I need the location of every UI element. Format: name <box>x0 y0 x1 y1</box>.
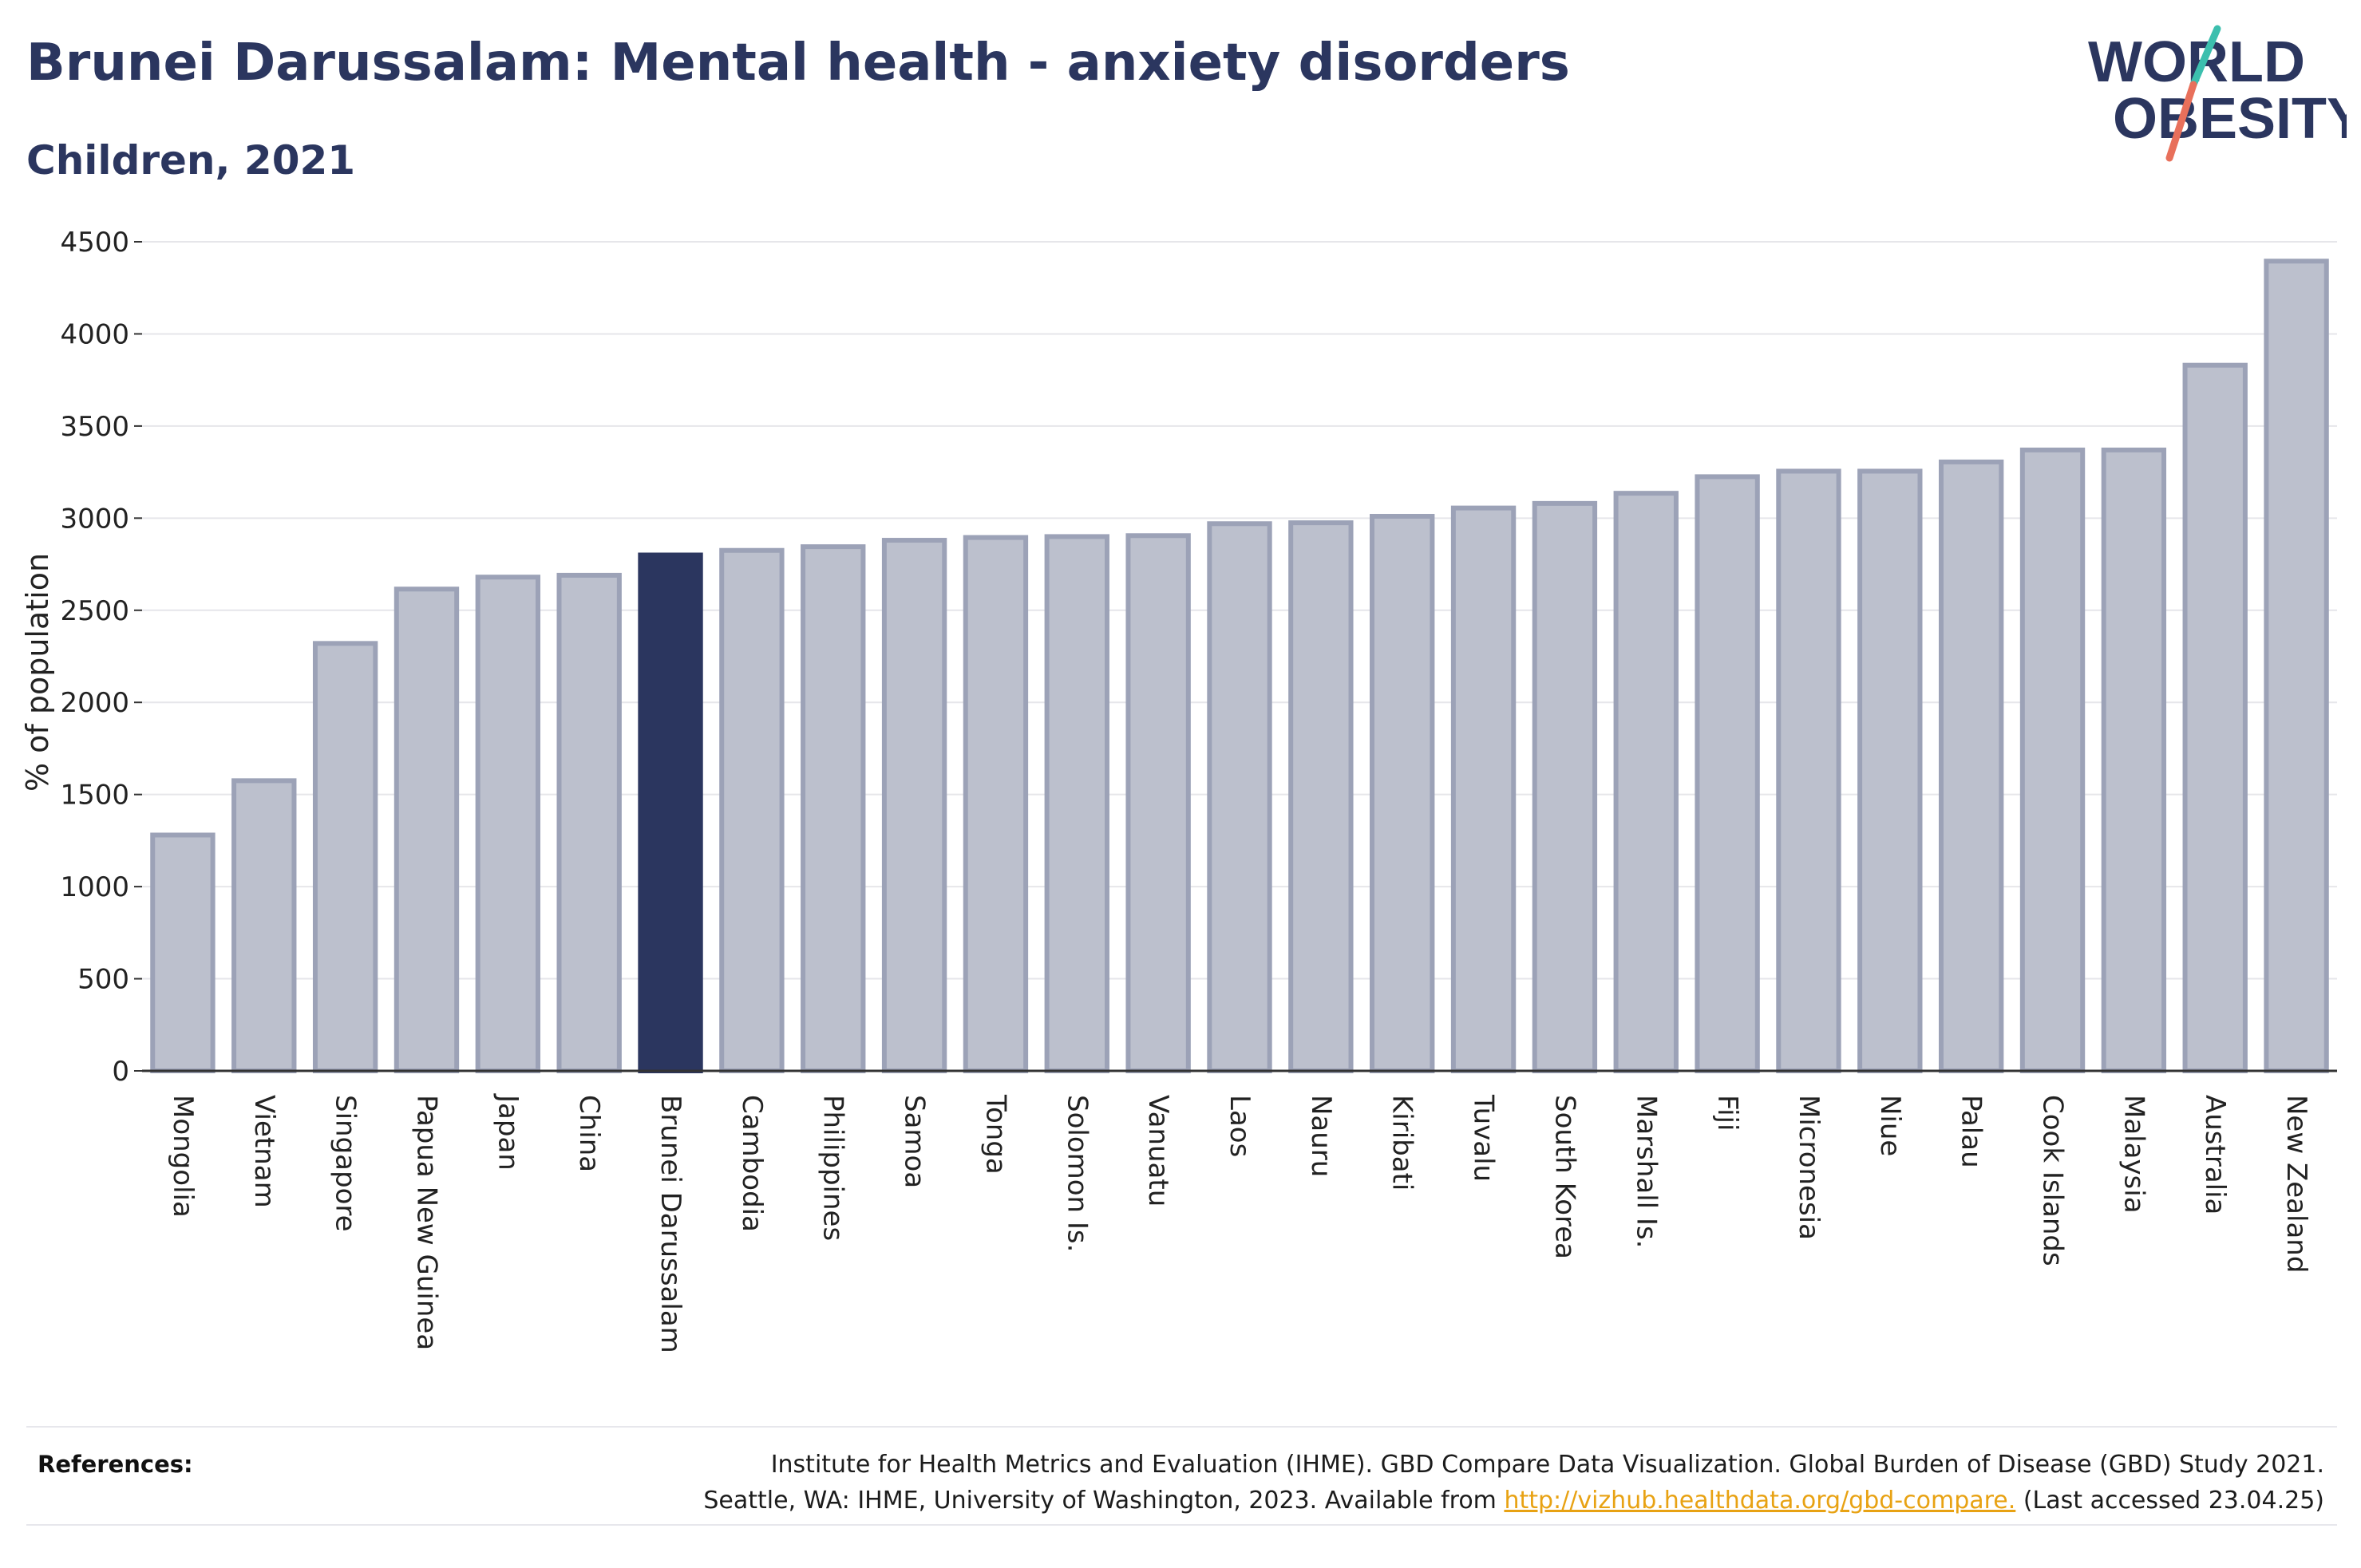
y-tick-label: 1500 <box>60 780 129 812</box>
references-line-1: Institute for Health Metrics and Evaluat… <box>770 1451 2324 1479</box>
bar-tuvalu <box>1450 505 1517 1073</box>
references-line-2-prefix: Seattle, WA: IHME, University of Washing… <box>703 1487 1505 1515</box>
x-tick-label: Vietnam <box>248 1095 280 1208</box>
x-tick-label: Fiji <box>1711 1095 1743 1131</box>
bar-tonga <box>963 535 1029 1073</box>
bar-palau <box>1938 459 2004 1073</box>
y-axis-title: % of population <box>20 553 55 792</box>
bar-fiji <box>1695 474 1760 1073</box>
x-tick-label: Laos <box>1224 1095 1256 1157</box>
x-tick-label: Vanuatu <box>1142 1095 1174 1207</box>
bar-kiribati <box>1370 514 1435 1073</box>
bar-brunei-darussalam <box>638 552 703 1073</box>
x-tick-label: Micronesia <box>1793 1095 1825 1240</box>
bar-malaysia <box>2101 447 2167 1073</box>
y-axis: 0 500 1000 1500 2000 2500 3000 3500 4000 4500 <box>60 227 142 1088</box>
bar-singapore <box>312 641 378 1073</box>
references-divider-top <box>26 1426 2337 1428</box>
bar-laos <box>1207 521 1272 1073</box>
bar-vanuatu <box>1125 533 1191 1073</box>
bar-australia <box>2182 362 2248 1073</box>
x-tick-label: Marshall Is. <box>1630 1095 1662 1249</box>
x-tick-label: Solomon Is. <box>1061 1095 1093 1252</box>
x-tick-label: Tuvalu <box>1468 1094 1500 1182</box>
y-tick-label: 3500 <box>60 411 129 443</box>
references-link[interactable]: http://vizhub.healthdata.org/gbd-compare… <box>1504 1487 2016 1515</box>
x-tick-label: Palau <box>1956 1095 1987 1168</box>
bar-china <box>556 572 622 1073</box>
x-tick-label: New Zealand <box>2280 1095 2312 1273</box>
bars <box>150 259 2329 1074</box>
x-axis-labels: Mongolia Vietnam Singapore Papua New Guinea… <box>167 1093 2312 1353</box>
x-tick-label: Philippines <box>817 1095 849 1241</box>
chart-subtitle: Children, 2021 <box>26 137 356 184</box>
x-tick-label: Tonga <box>979 1094 1011 1175</box>
references-label: References: <box>38 1451 193 1478</box>
bar-south-korea <box>1532 500 1598 1073</box>
bar-micronesia <box>1776 468 1841 1073</box>
x-tick-label: Mongolia <box>167 1095 199 1218</box>
y-tick-label: 4500 <box>60 227 129 259</box>
references-divider-bottom <box>26 1524 2337 1526</box>
bar-philippines <box>801 544 866 1073</box>
x-tick-label: Papua New Guinea <box>410 1095 442 1350</box>
logo-word-obesity: OBESITY <box>2113 87 2347 151</box>
references-line-2-suffix: (Last accessed 23.04.25) <box>2015 1487 2324 1515</box>
bar-new-zealand <box>2264 259 2329 1073</box>
bar-solomon-is <box>1044 534 1109 1073</box>
y-tick-label: 2000 <box>60 687 129 719</box>
bar-papua-new-guinea <box>394 587 460 1073</box>
bar-cook-islands <box>2019 447 2086 1073</box>
chart-title: Brunei Darussalam: Mental health - anxie… <box>26 34 1570 93</box>
x-tick-label: Niue <box>1874 1095 1906 1156</box>
y-tick-label: 0 <box>112 1056 129 1088</box>
y-tick-label: 4000 <box>60 318 129 350</box>
bar-cambodia <box>719 547 785 1073</box>
x-tick-label: Cambodia <box>736 1095 768 1232</box>
bar-nauru <box>1288 520 1354 1073</box>
x-tick-label: Nauru <box>1305 1095 1337 1177</box>
x-tick-label: Australia <box>2199 1095 2231 1215</box>
references-text: Institute for Health Metrics and Evaluat… <box>488 1447 2324 1519</box>
bar-marshall-is <box>1613 491 1679 1073</box>
x-tick-label: Japan <box>492 1093 524 1171</box>
bar-chart: 0 500 1000 1500 2000 2500 3000 3500 4000 4500 Mon… <box>20 227 2337 1353</box>
x-tick-label: Singapore <box>330 1095 362 1232</box>
x-tick-label: Kiribati <box>1386 1095 1418 1191</box>
y-tick-label: 3000 <box>60 503 129 535</box>
x-tick-label: Brunei Darussalam <box>655 1095 686 1353</box>
bar-samoa <box>881 538 947 1073</box>
bar-vietnam <box>231 778 297 1073</box>
x-tick-label: South Korea <box>1548 1095 1580 1259</box>
bar-mongolia <box>150 832 216 1074</box>
logo-slash-coral <box>2165 81 2197 162</box>
logo-slash-teal <box>2189 25 2221 89</box>
x-tick-label: Samoa <box>899 1095 931 1188</box>
x-tick-label: Cook Islands <box>2037 1095 2069 1266</box>
y-tick-label: 2500 <box>60 595 129 627</box>
bar-niue <box>1857 468 1923 1073</box>
y-tick-label: 500 <box>77 964 129 996</box>
y-tick-label: 1000 <box>60 871 129 903</box>
bar-japan <box>475 575 541 1073</box>
x-tick-label: China <box>573 1095 605 1172</box>
x-tick-label: Malaysia <box>2118 1095 2149 1214</box>
references-line-2: Seattle, WA: IHME, University of Washing… <box>488 1483 2324 1519</box>
world-obesity-logo: WORLD OBESITY <box>2088 25 2347 162</box>
